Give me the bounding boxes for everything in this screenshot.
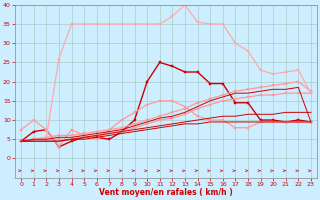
X-axis label: Vent moyen/en rafales ( km/h ): Vent moyen/en rafales ( km/h ) — [99, 188, 233, 197]
